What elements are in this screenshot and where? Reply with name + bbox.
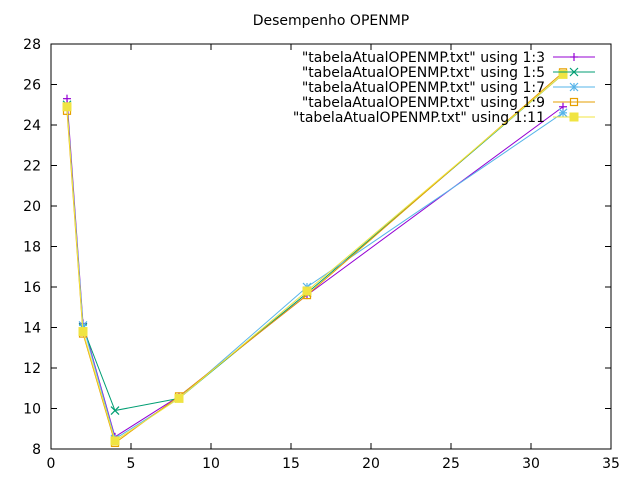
y-tick-label: 8 [32,442,41,458]
data-point [110,436,120,446]
y-tick-label: 12 [23,361,41,377]
legend-marker [569,82,579,92]
x-tick-label: 10 [202,456,220,472]
x-tick-label: 15 [282,456,300,472]
legend-label: "tabelaAtualOPENMP.txt" using 1:11 [293,110,545,126]
x-tick-label: 20 [362,456,380,472]
series-line-4 [66,71,564,444]
y-tick-label: 22 [23,159,41,175]
axes: 0 5 10 15 20 25 30 35 8 10 12 14 16 18 20 22 24 26 28 [23,37,620,472]
legend-label: "tabelaAtualOPENMP.txt" using 1:5 [302,65,545,81]
data-point [110,406,120,415]
y-tick-label: 10 [23,402,41,418]
y-tick-label: 18 [23,240,41,256]
y-tick-label: 14 [23,321,41,337]
data-point [558,69,568,79]
x-tick-label: 0 [47,456,56,472]
x-tick-label: 25 [442,456,460,472]
series-line-1 [66,98,564,438]
chart-title: Desempenho OPENMP [253,13,410,29]
legend-marker [569,112,579,122]
data-point [78,327,88,337]
data-point [174,393,184,403]
y-tick-label: 20 [23,199,41,215]
x-tick-label: 35 [602,456,620,472]
legend-label: "tabelaAtualOPENMP.txt" using 1:3 [302,50,545,66]
data-point [302,286,312,296]
data-point [62,102,72,112]
legend-marker [569,97,579,107]
legend-marker [569,67,579,77]
data-point [558,108,568,118]
x-tick-label: 5 [127,456,136,472]
legend-label: "tabelaAtualOPENMP.txt" using 1:7 [302,80,545,96]
y-tick-label: 24 [23,118,41,134]
y-tick-label: 28 [23,37,41,53]
legend-marker [570,53,578,61]
y-tick-label: 26 [23,78,41,94]
series-line-3 [66,106,564,440]
data-point [63,94,71,103]
y-tick-label: 16 [23,280,41,296]
series-line-5 [66,73,564,442]
series-layer [62,68,568,448]
x-tick-label: 30 [522,456,540,472]
legend-label: "tabelaAtualOPENMP.txt" using 1:9 [302,95,545,111]
legend: "tabelaAtualOPENMP.txt" using 1:3"tabela… [293,50,595,126]
